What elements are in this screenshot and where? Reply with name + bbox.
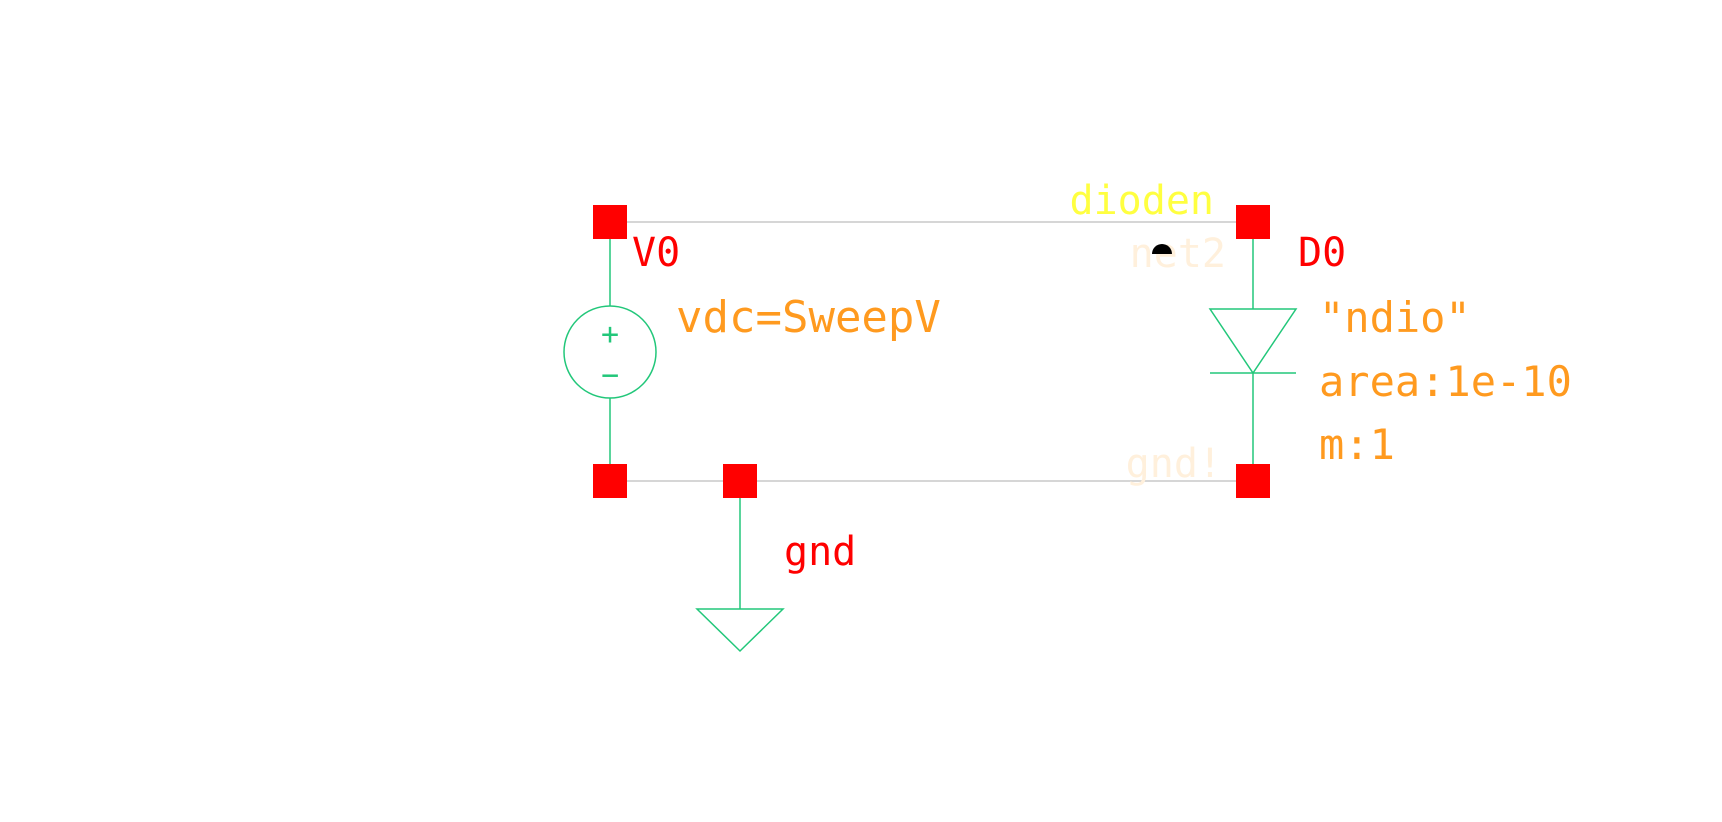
net-cursor-marker [1152,244,1172,254]
source-minus-sign: − [601,358,619,393]
instance-label-v0: V0 [632,230,680,276]
diode-triangle [1208,308,1298,375]
pin-d0-top[interactable] [1236,205,1270,239]
diode-area-label: area:1e-10 [1319,357,1572,406]
net-label-gnd-bang: gnd! [1126,441,1222,487]
diode-m-label: m:1 [1319,420,1395,469]
net-label-net2: net2 [1130,231,1226,277]
ground-label: gnd [784,529,856,575]
ground-symbol[interactable] [695,481,785,653]
diode-model-label: "ndio" [1319,293,1471,342]
source-param-vdc: vdc=SweepV [676,292,941,343]
instance-label-d0: D0 [1298,230,1346,276]
pin-v0-top[interactable] [593,205,627,239]
net-label-dioden: dioden [1070,178,1215,224]
ground-triangle [695,608,785,653]
pin-d0-bottom[interactable] [1236,464,1270,498]
source-plus-sign: + [601,317,619,352]
pin-gnd[interactable] [723,464,757,498]
pin-v0-bottom[interactable] [593,464,627,498]
